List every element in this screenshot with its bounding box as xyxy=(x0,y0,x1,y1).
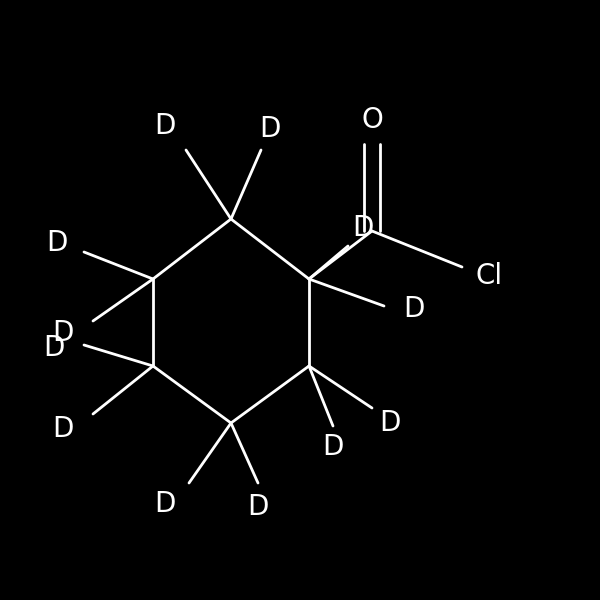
Text: D: D xyxy=(403,295,425,323)
Text: O: O xyxy=(361,106,383,134)
Text: D: D xyxy=(259,115,281,143)
Text: D: D xyxy=(43,334,65,362)
Text: D: D xyxy=(46,229,68,257)
Text: D: D xyxy=(52,319,74,347)
Text: D: D xyxy=(247,493,269,521)
Text: D: D xyxy=(322,433,344,461)
Text: D: D xyxy=(352,214,374,242)
Text: D: D xyxy=(52,415,74,443)
Text: D: D xyxy=(379,409,401,437)
Text: D: D xyxy=(154,490,176,518)
Text: D: D xyxy=(154,112,176,140)
Text: Cl: Cl xyxy=(475,262,503,290)
